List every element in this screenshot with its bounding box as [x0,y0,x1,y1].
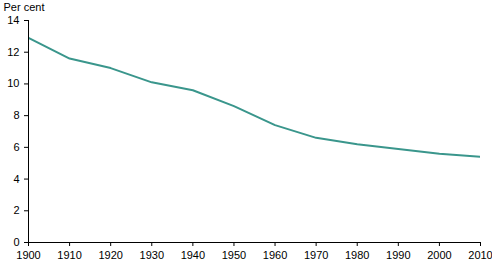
svg-text:1950: 1950 [222,249,246,261]
svg-text:2: 2 [13,204,19,216]
svg-text:1900: 1900 [16,249,40,261]
svg-text:2010: 2010 [468,249,492,261]
svg-text:1940: 1940 [181,249,205,261]
svg-text:1970: 1970 [304,249,328,261]
svg-text:1990: 1990 [386,249,410,261]
svg-text:1960: 1960 [263,249,287,261]
svg-text:1930: 1930 [140,249,164,261]
svg-text:Per cent: Per cent [4,1,45,13]
svg-text:1920: 1920 [98,249,122,261]
svg-text:2000: 2000 [427,249,451,261]
svg-text:1910: 1910 [57,249,81,261]
svg-text:0: 0 [13,236,19,248]
svg-text:1980: 1980 [345,249,369,261]
svg-text:14: 14 [7,14,19,26]
svg-text:4: 4 [13,173,19,185]
svg-text:10: 10 [7,77,19,89]
svg-text:12: 12 [7,46,19,58]
svg-text:6: 6 [13,141,19,153]
svg-text:8: 8 [13,109,19,121]
